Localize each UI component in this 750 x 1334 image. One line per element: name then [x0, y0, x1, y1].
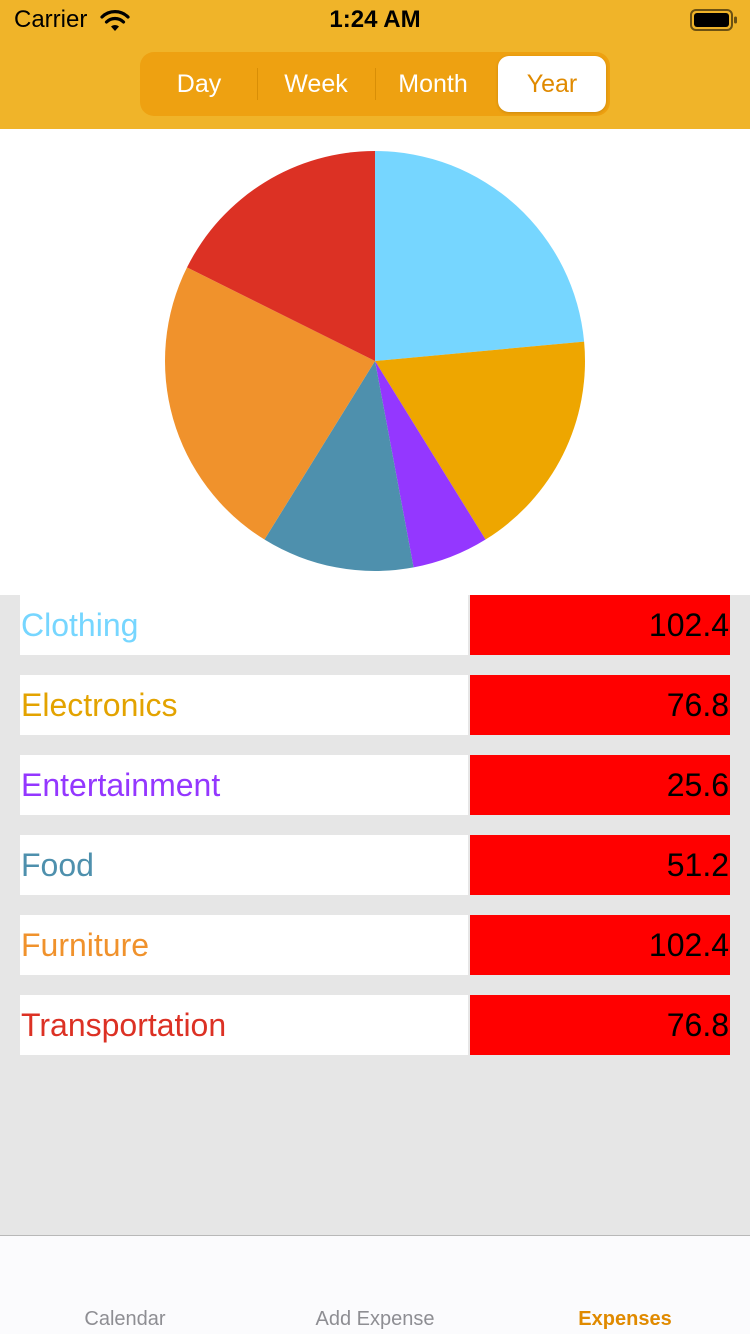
segment-year[interactable]: Year: [498, 56, 606, 112]
nav-header: Carrier 1:24 AM Day Week Month Year: [0, 0, 750, 129]
amount-value: 76.8: [470, 995, 730, 1055]
segment-divider: [257, 68, 258, 100]
battery-icon: [690, 9, 737, 31]
amount-value: 76.8: [470, 675, 730, 735]
status-time: 1:24 AM: [329, 6, 421, 33]
tab-calendar[interactable]: Calendar: [84, 1308, 166, 1330]
segment-day[interactable]: Day: [176, 70, 222, 98]
category-label: Clothing: [20, 595, 468, 655]
category-label: Electronics: [20, 675, 468, 735]
category-label: Transportation: [20, 995, 468, 1055]
pie-slice-entertainment: [375, 361, 486, 568]
expense-pie-chart: [0, 129, 750, 595]
period-segmented-control: Day Week Month Year: [140, 52, 610, 116]
pie-slice-food: [264, 361, 414, 571]
pie-slice-furniture: [165, 267, 375, 540]
tab-add-expense[interactable]: Add Expense: [315, 1308, 435, 1330]
status-bar: Carrier 1:24 AM: [0, 0, 750, 40]
pie-chart-svg: [165, 151, 585, 571]
expense-row-food[interactable]: Food 51.2: [20, 835, 730, 895]
amount-value: 102.4: [470, 915, 730, 975]
segment-month[interactable]: Month: [398, 70, 468, 98]
expense-row-electronics[interactable]: Electronics 76.8: [20, 675, 730, 735]
segment-week[interactable]: Week: [284, 70, 348, 98]
segment-divider: [375, 68, 376, 100]
expense-row-entertainment[interactable]: Entertainment 25.6: [20, 755, 730, 815]
category-label: Furniture: [20, 915, 468, 975]
amount-value: 25.6: [470, 755, 730, 815]
amount-value: 51.2: [470, 835, 730, 895]
carrier-label: Carrier: [14, 6, 88, 33]
expense-row-transportation[interactable]: Transportation 76.8: [20, 995, 730, 1055]
tab-bar: Calendar Add Expense Expenses: [0, 1235, 750, 1334]
category-label: Food: [20, 835, 468, 895]
pie-slice-transportation: [187, 151, 375, 361]
category-label: Entertainment: [20, 755, 468, 815]
pie-slice-electronics: [375, 341, 585, 540]
wifi-icon: [100, 10, 130, 31]
expense-row-clothing[interactable]: Clothing 102.4: [20, 595, 730, 655]
expense-row-furniture[interactable]: Furniture 102.4: [20, 915, 730, 975]
tab-expenses[interactable]: Expenses: [578, 1308, 672, 1330]
pie-slice-clothing: [375, 151, 585, 361]
amount-value: 102.4: [470, 595, 730, 655]
